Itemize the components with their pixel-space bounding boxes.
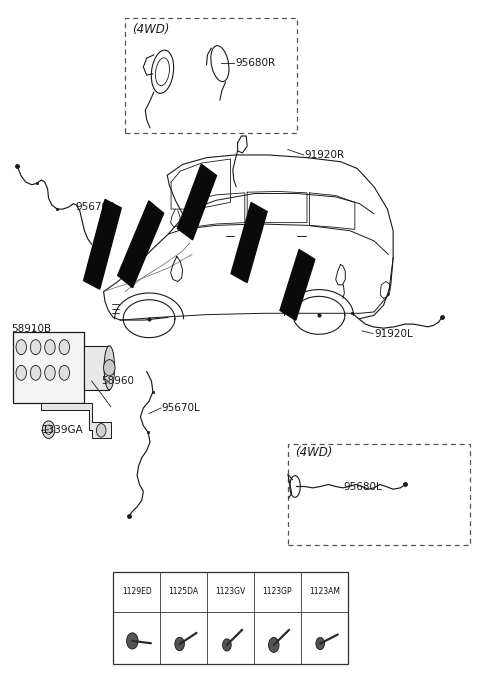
Circle shape xyxy=(42,421,55,439)
Bar xyxy=(288,444,470,545)
Circle shape xyxy=(316,637,324,650)
Bar xyxy=(84,346,109,390)
Circle shape xyxy=(30,365,41,380)
Text: 1123GV: 1123GV xyxy=(216,587,246,596)
Polygon shape xyxy=(118,201,164,287)
Circle shape xyxy=(16,340,26,355)
Circle shape xyxy=(104,359,115,376)
Circle shape xyxy=(175,637,184,651)
Polygon shape xyxy=(177,164,216,240)
Circle shape xyxy=(223,639,231,651)
Text: 91920L: 91920L xyxy=(374,329,413,338)
Text: (4WD): (4WD) xyxy=(295,446,333,459)
Bar xyxy=(125,18,298,133)
Text: 1125DA: 1125DA xyxy=(168,587,199,596)
Text: 95680L: 95680L xyxy=(343,481,382,492)
Circle shape xyxy=(45,425,52,435)
Circle shape xyxy=(45,340,55,355)
Text: 1123GP: 1123GP xyxy=(263,587,292,596)
Text: 58960: 58960 xyxy=(101,376,134,386)
Text: 95670L: 95670L xyxy=(161,403,200,413)
Circle shape xyxy=(127,633,138,649)
Polygon shape xyxy=(84,199,121,289)
Text: 1129ED: 1129ED xyxy=(122,587,152,596)
Bar xyxy=(12,332,84,403)
Circle shape xyxy=(45,365,55,380)
Circle shape xyxy=(16,365,26,380)
Circle shape xyxy=(59,340,70,355)
Text: 91920R: 91920R xyxy=(305,150,345,160)
Text: 95680R: 95680R xyxy=(235,58,276,68)
Text: 95670R: 95670R xyxy=(75,202,115,212)
Ellipse shape xyxy=(104,346,115,390)
Polygon shape xyxy=(41,403,111,439)
Text: 58910B: 58910B xyxy=(11,324,51,334)
Polygon shape xyxy=(280,250,315,320)
Circle shape xyxy=(59,365,70,380)
Circle shape xyxy=(96,424,106,437)
Text: 1123AM: 1123AM xyxy=(309,587,340,596)
Polygon shape xyxy=(231,203,267,283)
Text: (4WD): (4WD) xyxy=(132,22,170,36)
Text: 1339GA: 1339GA xyxy=(41,425,83,435)
Circle shape xyxy=(268,637,279,652)
Circle shape xyxy=(30,340,41,355)
Bar xyxy=(113,572,348,664)
